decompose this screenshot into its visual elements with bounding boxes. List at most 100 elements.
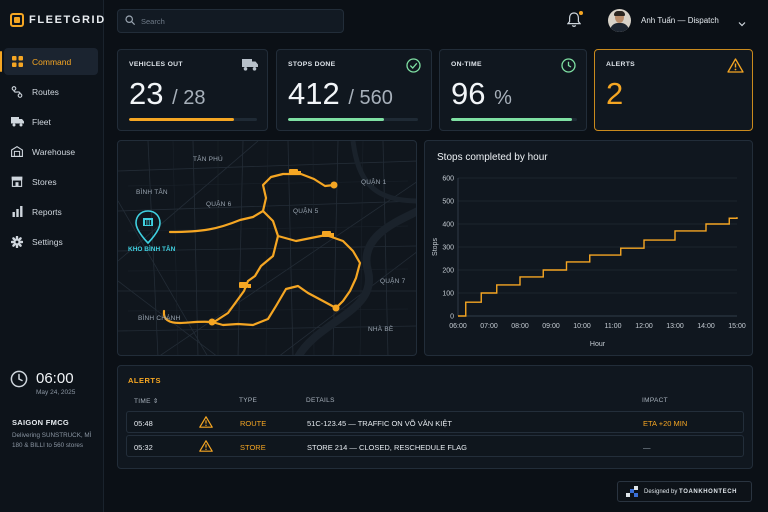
- x-tick-label: 12:00: [635, 323, 653, 330]
- route-map[interactable]: TÂN PHÚ BÌNH TÂN QUẬN 6 QUẬN 5 QUẬN 1 QU…: [117, 140, 417, 356]
- x-tick-label: 14:00: [697, 323, 715, 330]
- x-tick-label: 09:00: [542, 323, 560, 330]
- kpi-total: / 28: [172, 87, 206, 109]
- col-header-type[interactable]: TYPE: [239, 397, 258, 404]
- alert-details: STORE 214 — CLOSED, RESCHEDULE FLAG: [307, 443, 467, 452]
- col-header-time[interactable]: TIME ⇕: [134, 398, 159, 405]
- alert-row[interactable]: 05:32 STORE STORE 214 — CLOSED, RESCHEDU…: [126, 435, 744, 457]
- chevron-down-icon[interactable]: [737, 16, 747, 26]
- col-header-impact[interactable]: IMPACT: [642, 397, 668, 404]
- nav-label: Warehouse: [32, 146, 76, 157]
- route-stops: [208, 181, 340, 326]
- company-info: SAIGON FMCG Delivering SUNSTRUCK, MÌ 180…: [12, 418, 96, 451]
- y-tick-label: 500: [442, 199, 454, 206]
- stops-chart: Stops completed by hour 0 100 200 300 400 500…: [424, 140, 753, 356]
- user-menu[interactable]: Anh Tuấn — Dispatch: [608, 9, 747, 32]
- district-label: QUẬN 5: [293, 206, 319, 215]
- kpi-progress-fill: [451, 118, 572, 121]
- kpi-label: ALERTS: [606, 61, 635, 68]
- check-circle-icon: [406, 58, 422, 73]
- col-header-details[interactable]: DETAILS: [306, 397, 335, 404]
- x-tick-label: 15:00: [728, 323, 746, 330]
- alert-type: ROUTE: [240, 419, 267, 428]
- x-tick-label: 07:00: [480, 323, 498, 330]
- clock-widget: 06:00 May 24, 2025: [10, 370, 75, 396]
- kpi-value: 2: [606, 76, 624, 111]
- district-label: BÌNH TÂN: [136, 187, 168, 196]
- district-label: QUẬN 7: [380, 276, 406, 285]
- nav-label: Fleet: [32, 116, 51, 127]
- kpi-card-alerts[interactable]: ALERTS 2: [594, 49, 753, 131]
- truck-icon: [242, 58, 258, 72]
- district-label: QUẬN 6: [206, 199, 232, 208]
- alert-impact: —: [643, 443, 651, 452]
- kpi-card-stops[interactable]: STOPS DONE 412 / 560: [276, 49, 432, 131]
- logo-mark-icon: [10, 13, 24, 27]
- district-label: TÂN PHÚ: [193, 154, 223, 163]
- notification-bell-icon[interactable]: [566, 11, 583, 29]
- clock-icon: [561, 58, 577, 73]
- kpi-card-ontime[interactable]: ON-TIME 96 %: [439, 49, 587, 131]
- gear-icon: [10, 235, 24, 249]
- truck-icon: [10, 115, 24, 129]
- alert-row[interactable]: 05:48 ROUTE 51C-123.45 — TRAFFIC ON VÕ V…: [126, 411, 744, 433]
- warehouse-icon: [10, 145, 24, 159]
- bar-chart-icon: [10, 205, 24, 219]
- district-label: NHÀ BÈ: [368, 324, 394, 333]
- user-name: Anh Tuấn — Dispatch: [641, 16, 719, 25]
- x-tick-label: 06:00: [449, 323, 467, 330]
- kpi-label: STOPS DONE: [288, 61, 336, 68]
- kpi-card-vehicles[interactable]: VEHICLES OUT 23 / 28: [117, 49, 268, 131]
- nav-item-reports[interactable]: Reports: [4, 198, 98, 225]
- kpi-progress-bar: [288, 118, 418, 121]
- nav-label: Command: [32, 56, 72, 67]
- store-icon: [10, 175, 24, 189]
- kpi-progress-fill: [129, 118, 234, 121]
- nav-item-settings[interactable]: Settings: [4, 228, 98, 255]
- map-canvas: TÂN PHÚ BÌNH TÂN QUẬN 6 QUẬN 5 QUẬN 1 QU…: [118, 141, 416, 355]
- y-tick-label: 100: [442, 291, 454, 298]
- clock-time: 06:00: [36, 370, 74, 387]
- kpi-label: VEHICLES OUT: [129, 61, 183, 68]
- alert-time: 05:32: [134, 443, 153, 452]
- nav-label: Stores: [32, 176, 57, 187]
- sort-icon: ⇕: [152, 398, 159, 405]
- x-tick-label: 08:00: [511, 323, 529, 330]
- clock-icon: [10, 370, 28, 396]
- nav-item-fleet[interactable]: Fleet: [4, 108, 98, 135]
- company-name: SAIGON FMCG: [12, 418, 70, 427]
- y-tick-label: 0: [450, 314, 454, 321]
- search-icon: [125, 12, 135, 30]
- district-label: BÌNH CHÁNH: [138, 313, 181, 322]
- nav-item-routes[interactable]: Routes: [4, 78, 98, 105]
- kpi-value: 412 / 560: [288, 76, 393, 111]
- nav-item-warehouse[interactable]: Warehouse: [4, 138, 98, 165]
- credit-name: TOANKHONTECH: [679, 488, 738, 495]
- x-axis-label: Hour: [590, 341, 606, 348]
- search-input[interactable]: Search: [117, 9, 344, 33]
- alert-details: 51C-123.45 — TRAFFIC ON VÕ VĂN KIỆT: [307, 419, 452, 428]
- nav-item-command[interactable]: Command: [0, 48, 98, 75]
- warning-icon: [199, 416, 213, 430]
- nav-label: Routes: [32, 86, 59, 97]
- y-tick-label: 200: [442, 268, 454, 275]
- kpi-unit: %: [494, 87, 512, 109]
- app-name: FLEETGRID: [29, 14, 106, 26]
- x-tick-label: 11:00: [605, 323, 622, 330]
- kpi-progress-bar: [451, 118, 577, 121]
- warning-icon: [727, 58, 744, 73]
- app-logo[interactable]: FLEETGRID: [10, 13, 106, 27]
- main-nav: Command Routes Fleet Warehouse: [0, 48, 104, 258]
- route-icon: [10, 85, 24, 99]
- designer-credit[interactable]: Designed by TOANKHONTECH: [617, 481, 752, 502]
- nav-item-stores[interactable]: Stores: [4, 168, 98, 195]
- x-tick-label: 13:00: [666, 323, 684, 330]
- grid-icon: [10, 55, 24, 69]
- avatar: [608, 9, 631, 32]
- truck-markers: [239, 169, 334, 288]
- y-axis-label: Stops: [432, 238, 439, 256]
- sidebar: FLEETGRID Command Routes Fleet: [0, 0, 104, 512]
- chart-title: Stops completed by hour: [437, 152, 548, 163]
- y-tick-label: 300: [442, 245, 454, 252]
